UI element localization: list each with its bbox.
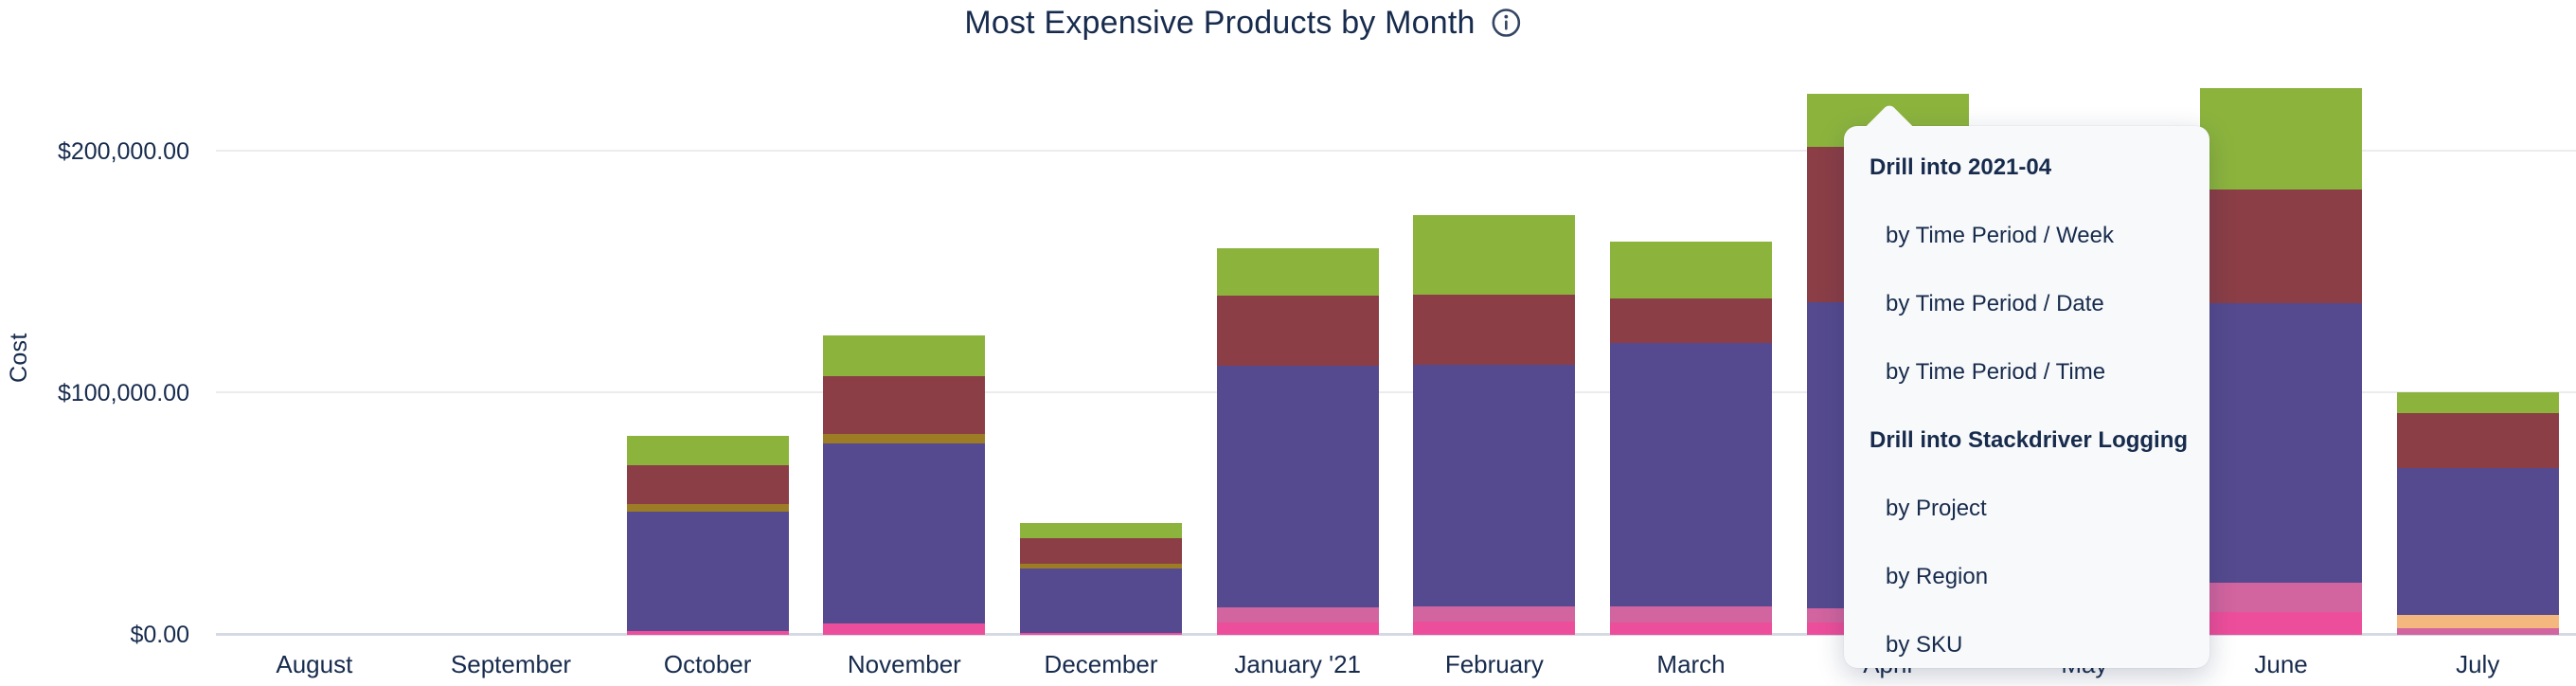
- bar-slot-december: [1003, 0, 1200, 635]
- bar-segment-maroon[interactable]: [1413, 295, 1576, 365]
- bar-segment-orchid[interactable]: [2396, 628, 2559, 635]
- bar-slot-september: [413, 0, 610, 635]
- bar-segment-hot_pink[interactable]: [1020, 633, 1183, 635]
- info-icon[interactable]: [1491, 7, 1523, 39]
- bar-segment-green[interactable]: [1020, 523, 1183, 538]
- bar-slot-november: [806, 0, 1003, 635]
- bar-segment-purple[interactable]: [2396, 468, 2559, 615]
- x-label-january-21: January '21: [1234, 650, 1361, 678]
- menu-item-by-time-period-week[interactable]: by Time Period / Week: [1886, 223, 2114, 248]
- bar-segment-green[interactable]: [2396, 392, 2559, 413]
- bar-slot-february: [1396, 0, 1593, 635]
- x-label-september: September: [450, 650, 572, 678]
- x-label-february: February: [1444, 650, 1544, 678]
- menu-item-by-time-period-time[interactable]: by Time Period / Time: [1886, 359, 2106, 385]
- x-label-march: March: [1656, 650, 1726, 678]
- x-label-december: December: [1044, 650, 1158, 678]
- menu-header-drill-stackdriver-logging: Drill into Stackdriver Logging: [1869, 427, 2189, 453]
- bar-segment-maroon[interactable]: [1020, 538, 1183, 564]
- y-tick-100k: $100,000.00: [57, 380, 189, 406]
- bar-segment-purple[interactable]: [2200, 303, 2363, 583]
- stacked-bar-january-21: [1216, 248, 1379, 635]
- bar-segment-purple[interactable]: [1413, 365, 1576, 606]
- stacked-bar-october: [626, 436, 789, 635]
- x-axis-line: [216, 633, 2576, 636]
- bar-segment-maroon[interactable]: [1610, 298, 1773, 343]
- bar-segment-hot_pink[interactable]: [823, 623, 986, 635]
- bar-segment-green[interactable]: [823, 335, 986, 376]
- bar-segment-purple[interactable]: [1020, 569, 1183, 633]
- bar-slot-october: [609, 0, 806, 635]
- bar-segment-purple[interactable]: [823, 443, 986, 623]
- bar-segment-hot_pink[interactable]: [626, 631, 789, 635]
- stacked-bar-november: [823, 335, 986, 635]
- stacked-bar-february: [1413, 215, 1576, 635]
- bar-segment-maroon[interactable]: [1216, 296, 1379, 366]
- x-label-june: June: [2254, 650, 2308, 678]
- bar-segment-orange[interactable]: [2396, 615, 2559, 628]
- bar-segment-green[interactable]: [1610, 242, 1773, 298]
- bar-segment-olive[interactable]: [1020, 564, 1183, 569]
- bar-segment-hot_pink[interactable]: [2200, 612, 2363, 635]
- bar-segment-orchid[interactable]: [1610, 606, 1773, 623]
- drilldown-menu: Drill into 2021-04 by Time Period / Week…: [1844, 102, 2209, 668]
- menu-item-by-region[interactable]: by Region: [1886, 564, 1989, 589]
- bar-segment-olive[interactable]: [626, 504, 789, 512]
- plot-area: [216, 0, 2576, 635]
- menu-item-by-time-period-date[interactable]: by Time Period / Date: [1886, 291, 2104, 316]
- page-title: Most Expensive Products by Month: [964, 4, 1476, 41]
- stacked-bar-march: [1610, 242, 1773, 635]
- x-label-august: August: [276, 650, 353, 678]
- bar-segment-orchid[interactable]: [2200, 583, 2363, 612]
- gridline-100k: [216, 391, 2576, 393]
- bar-slot-january-21: [1199, 0, 1396, 635]
- y-axis-label: Cost: [6, 333, 32, 384]
- bar-segment-hot_pink[interactable]: [1610, 623, 1773, 635]
- bar-segment-orchid[interactable]: [1216, 607, 1379, 623]
- bar-segment-green[interactable]: [626, 436, 789, 465]
- menu-header-drill-2021-04: Drill into 2021-04: [1869, 154, 2052, 180]
- bar-segment-maroon[interactable]: [2396, 413, 2559, 468]
- bar-segment-green[interactable]: [1216, 248, 1379, 296]
- bar-slot-june: [2183, 0, 2380, 635]
- bar-segment-maroon[interactable]: [823, 376, 986, 434]
- bar-segment-maroon[interactable]: [626, 465, 789, 504]
- bar-segment-green[interactable]: [2200, 88, 2363, 190]
- bar-slot-march: [1593, 0, 1790, 635]
- bar-segment-hot_pink[interactable]: [1413, 622, 1576, 635]
- x-axis-labels: August September October November December Ja…: [216, 650, 2576, 679]
- y-tick-0: $0.00: [130, 622, 189, 648]
- bar-segment-orchid[interactable]: [1413, 606, 1576, 622]
- stacked-bar-june: [2200, 88, 2363, 635]
- gridline-200k: [216, 150, 2576, 152]
- bar-slot-july: [2379, 0, 2576, 635]
- bar-segment-green[interactable]: [1413, 215, 1576, 295]
- menu-item-by-sku[interactable]: by SKU: [1886, 632, 1963, 658]
- bar-segment-purple[interactable]: [626, 512, 789, 631]
- y-tick-200k: $200,000.00: [57, 138, 189, 165]
- x-label-november: November: [847, 650, 961, 678]
- x-label-july: July: [2456, 650, 2500, 678]
- bar-segment-maroon[interactable]: [2200, 190, 2363, 303]
- chart-title-row: Most Expensive Products by Month: [964, 0, 1522, 45]
- bar-segment-hot_pink[interactable]: [1216, 623, 1379, 635]
- x-label-october: October: [663, 650, 752, 678]
- bar-slot-august: [216, 0, 413, 635]
- stacked-bar-july: [2396, 392, 2559, 635]
- stacked-bar-december: [1020, 523, 1183, 635]
- bar-segment-purple[interactable]: [1610, 343, 1773, 606]
- menu-item-by-project[interactable]: by Project: [1886, 496, 1987, 521]
- bar-segment-olive[interactable]: [823, 434, 986, 443]
- bar-segment-purple[interactable]: [1216, 366, 1379, 607]
